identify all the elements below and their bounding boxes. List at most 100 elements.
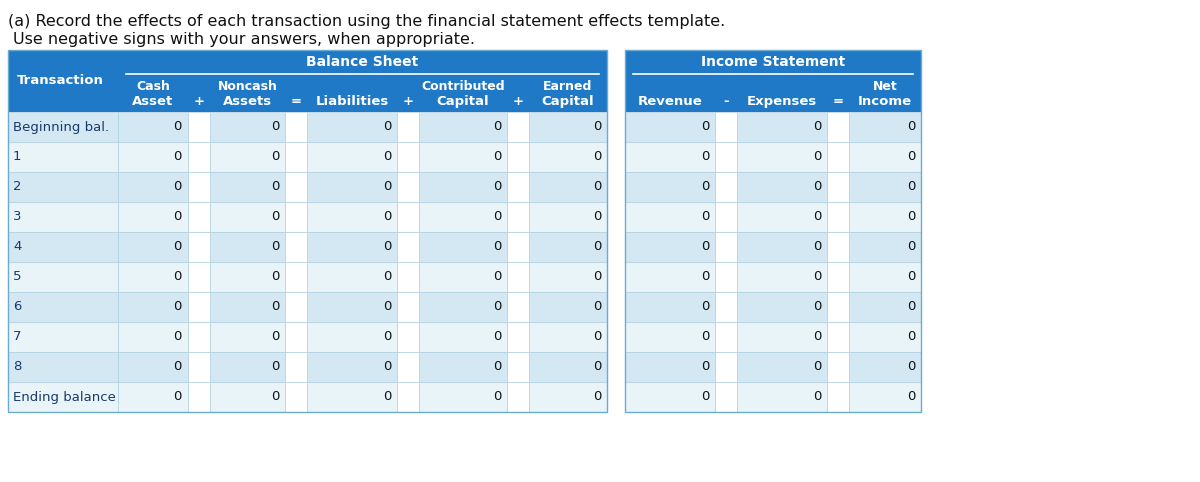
Text: -: -: [724, 95, 728, 108]
Text: 0: 0: [493, 211, 502, 224]
Text: +: +: [402, 95, 414, 108]
Bar: [307, 202, 397, 232]
Bar: [827, 262, 850, 292]
Bar: [8, 142, 118, 172]
Text: 0: 0: [593, 150, 601, 163]
Bar: [397, 142, 419, 172]
Bar: [625, 262, 715, 292]
Bar: [737, 352, 827, 382]
Text: 6: 6: [13, 300, 22, 313]
Bar: [419, 142, 508, 172]
Text: 0: 0: [593, 270, 601, 283]
Bar: [419, 202, 508, 232]
Text: 0: 0: [383, 361, 391, 374]
Bar: [188, 382, 210, 412]
Bar: [188, 322, 210, 352]
Bar: [625, 232, 715, 262]
Bar: [850, 292, 922, 322]
Text: 0: 0: [383, 180, 391, 193]
Text: 0: 0: [383, 270, 391, 283]
Bar: [625, 352, 715, 382]
Text: 0: 0: [907, 331, 916, 344]
Text: Use negative signs with your answers, when appropriate.: Use negative signs with your answers, wh…: [13, 32, 475, 47]
Text: Capital: Capital: [541, 95, 594, 108]
Bar: [286, 352, 307, 382]
Text: 0: 0: [593, 300, 601, 313]
Text: Income Statement: Income Statement: [701, 55, 845, 69]
Bar: [827, 202, 850, 232]
Text: 0: 0: [812, 180, 821, 193]
Text: Net: Net: [872, 80, 898, 93]
Bar: [850, 74, 922, 112]
Bar: [397, 202, 419, 232]
Bar: [508, 142, 529, 172]
Bar: [118, 232, 188, 262]
Bar: [307, 262, 397, 292]
Bar: [188, 172, 210, 202]
Bar: [118, 382, 188, 412]
Bar: [419, 382, 508, 412]
Text: 0: 0: [383, 300, 391, 313]
Bar: [850, 262, 922, 292]
Bar: [307, 352, 397, 382]
Bar: [737, 292, 827, 322]
Bar: [419, 232, 508, 262]
Text: 0: 0: [593, 390, 601, 403]
Bar: [529, 202, 607, 232]
Text: 0: 0: [271, 120, 278, 134]
Text: 0: 0: [493, 390, 502, 403]
Text: 0: 0: [812, 241, 821, 254]
Text: 0: 0: [907, 241, 916, 254]
Text: Revenue: Revenue: [637, 95, 702, 108]
Bar: [827, 112, 850, 142]
Text: 0: 0: [271, 241, 278, 254]
Bar: [625, 322, 715, 352]
Bar: [850, 232, 922, 262]
Bar: [850, 112, 922, 142]
Bar: [188, 202, 210, 232]
Text: 0: 0: [493, 300, 502, 313]
Text: 0: 0: [271, 211, 278, 224]
Bar: [508, 322, 529, 352]
Bar: [529, 112, 607, 142]
Bar: [118, 74, 188, 112]
Bar: [397, 382, 419, 412]
Bar: [307, 74, 397, 112]
Bar: [737, 202, 827, 232]
Text: +: +: [193, 95, 204, 108]
Text: 0: 0: [701, 300, 709, 313]
Bar: [188, 292, 210, 322]
Bar: [508, 202, 529, 232]
Bar: [827, 232, 850, 262]
Text: 0: 0: [174, 241, 182, 254]
Bar: [210, 202, 286, 232]
Bar: [8, 50, 118, 112]
Bar: [529, 172, 607, 202]
Text: 0: 0: [812, 331, 821, 344]
Bar: [8, 322, 118, 352]
Text: 0: 0: [174, 120, 182, 134]
Bar: [827, 142, 850, 172]
Bar: [397, 112, 419, 142]
Bar: [419, 74, 508, 112]
Bar: [8, 262, 118, 292]
Text: 0: 0: [271, 180, 278, 193]
Bar: [419, 292, 508, 322]
Text: 0: 0: [174, 211, 182, 224]
Text: 0: 0: [701, 211, 709, 224]
Text: 0: 0: [907, 150, 916, 163]
Bar: [625, 50, 922, 74]
Bar: [737, 262, 827, 292]
Text: Capital: Capital: [437, 95, 490, 108]
Bar: [118, 50, 607, 74]
Bar: [286, 142, 307, 172]
Bar: [286, 232, 307, 262]
Text: 0: 0: [593, 120, 601, 134]
Text: 0: 0: [271, 361, 278, 374]
Bar: [118, 262, 188, 292]
Text: 0: 0: [812, 270, 821, 283]
Text: 0: 0: [907, 390, 916, 403]
Bar: [508, 352, 529, 382]
Bar: [307, 232, 397, 262]
Text: 0: 0: [812, 211, 821, 224]
